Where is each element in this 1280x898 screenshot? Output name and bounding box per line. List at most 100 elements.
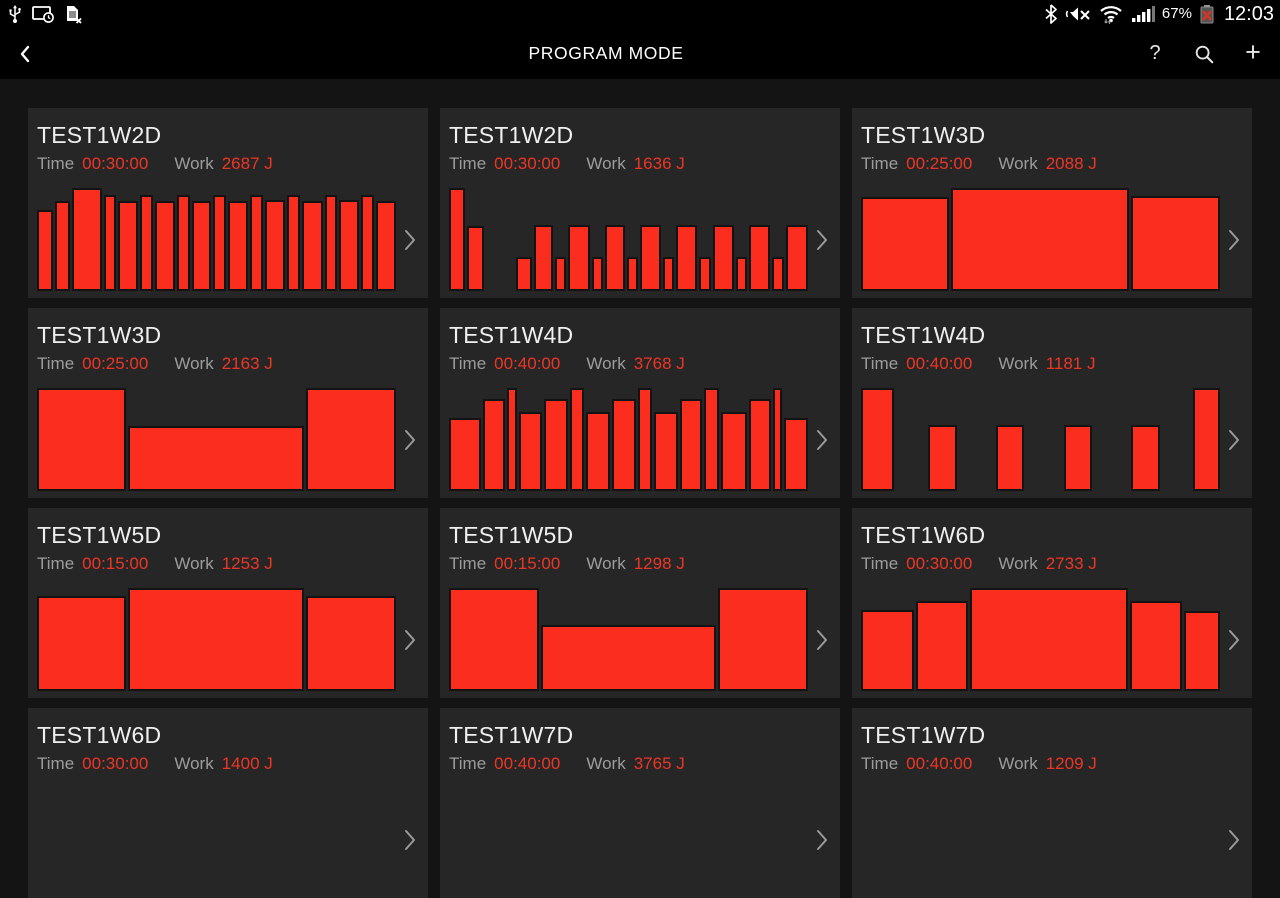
chevron-right-icon[interactable] (810, 428, 832, 452)
chart-bar (127, 588, 305, 691)
program-card[interactable]: TEST1W7D Time 00:40:00 Work 3765 J (440, 708, 840, 898)
chart-row (37, 188, 420, 291)
chart-bar (569, 388, 584, 491)
chart-bar (1130, 196, 1220, 291)
chart-bar (228, 201, 249, 291)
chart-bar (713, 225, 734, 291)
time-label: Time (861, 754, 899, 773)
program-card[interactable]: TEST1W2D Time 00:30:00 Work 1636 J (440, 108, 840, 298)
program-title: TEST1W6D (861, 522, 986, 548)
program-chart (861, 188, 1220, 291)
chart-bar (568, 225, 590, 291)
chart-bar (375, 201, 396, 291)
chart-bar (338, 200, 359, 291)
chart-bar (611, 399, 636, 491)
chevron-right-icon[interactable] (398, 628, 420, 652)
status-bar: 67% 12:03 (0, 0, 1280, 28)
chart-bar (117, 201, 138, 291)
page-title: PROGRAM MODE (528, 43, 684, 63)
time-value: 00:30:00 (82, 154, 149, 173)
bluetooth-icon (1045, 4, 1057, 24)
program-card[interactable]: TEST1W7D Time 00:40:00 Work 1209 J (852, 708, 1252, 898)
chevron-right-icon[interactable] (398, 828, 420, 852)
search-button[interactable] (1187, 37, 1221, 71)
chart-row (37, 588, 420, 691)
chart-bar (735, 257, 747, 291)
work-label: Work (998, 754, 1038, 773)
time-value: 00:30:00 (82, 754, 149, 773)
chart-bar (1129, 601, 1183, 691)
program-chart (37, 588, 396, 691)
chevron-right-icon[interactable] (1222, 828, 1244, 852)
chevron-right-icon[interactable] (810, 628, 832, 652)
chart-bar (540, 625, 716, 691)
program-card[interactable]: TEST1W5D Time 00:15:00 Work 1253 J (28, 508, 428, 698)
program-meta: Time 00:30:00 Work 1636 J (449, 150, 832, 178)
chart-bar (861, 388, 895, 491)
time-value: 00:30:00 (906, 554, 973, 573)
chart-bar (360, 195, 374, 291)
program-card[interactable]: TEST1W5D Time 00:15:00 Work 1298 J (440, 508, 840, 698)
program-title: TEST1W6D (37, 722, 162, 748)
chart-bar (250, 195, 263, 291)
work-label: Work (586, 154, 626, 173)
program-card[interactable]: TEST1W2D Time 00:30:00 Work 2687 J (28, 108, 428, 298)
chevron-right-icon[interactable] (1222, 228, 1244, 252)
program-card[interactable]: TEST1W3D Time 00:25:00 Work 2088 J (852, 108, 1252, 298)
chevron-right-icon[interactable] (1222, 428, 1244, 452)
program-card[interactable]: TEST1W4D Time 00:40:00 Work 1181 J (852, 308, 1252, 498)
battery-error-icon (1200, 5, 1214, 24)
chart-bar (679, 399, 703, 491)
program-card[interactable]: TEST1W6D Time 00:30:00 Work 1400 J (28, 708, 428, 898)
chevron-right-icon[interactable] (398, 428, 420, 452)
mute-vibrate-icon (1065, 7, 1090, 21)
chevron-right-icon[interactable] (1222, 628, 1244, 652)
work-value: 3768 J (633, 354, 685, 373)
work-label: Work (174, 154, 214, 173)
chart-row (449, 588, 832, 691)
chart-bar (591, 257, 603, 291)
work-value: 1253 J (221, 554, 273, 573)
chevron-right-icon[interactable] (810, 228, 832, 252)
chart-bar (861, 197, 950, 291)
chart-bar (555, 257, 567, 291)
chevron-right-icon[interactable] (810, 828, 832, 852)
chart-bar (71, 188, 102, 291)
time-value: 00:15:00 (494, 554, 561, 573)
chart-bar (103, 195, 116, 291)
time-label: Time (449, 154, 487, 173)
chart-bar (37, 209, 53, 291)
chart-bar (585, 411, 610, 491)
chart-bar (676, 225, 698, 291)
help-button[interactable]: ? (1149, 42, 1161, 64)
chart-bar (773, 388, 783, 491)
chart-bar (37, 596, 126, 691)
signal-strength-icon (1131, 6, 1155, 22)
time-value: 00:25:00 (906, 154, 973, 173)
work-value: 1400 J (221, 754, 273, 773)
program-card[interactable]: TEST1W4D Time 00:40:00 Work 3768 J (440, 308, 840, 498)
chart-bar (1184, 610, 1221, 691)
work-label: Work (586, 354, 626, 373)
chevron-right-icon[interactable] (398, 228, 420, 252)
search-icon (1195, 45, 1214, 63)
chart-bar (720, 411, 747, 491)
chart-bar (970, 588, 1128, 691)
add-button[interactable]: + (1245, 37, 1261, 67)
chart-bar (699, 257, 712, 291)
chart-bar (663, 257, 675, 291)
program-card[interactable]: TEST1W3D Time 00:25:00 Work 2163 J (28, 308, 428, 498)
work-label: Work (174, 354, 214, 373)
chart-bar (306, 388, 396, 491)
time-label: Time (37, 354, 75, 373)
action-bar-actions: ? + (1138, 28, 1270, 79)
work-label: Work (174, 554, 214, 573)
program-card[interactable]: TEST1W6D Time 00:30:00 Work 2733 J (852, 508, 1252, 698)
work-label: Work (998, 354, 1038, 373)
chart-bar (154, 201, 176, 291)
program-title: TEST1W7D (449, 722, 574, 748)
program-title: TEST1W3D (861, 122, 986, 148)
back-chevron-icon[interactable] (14, 42, 38, 66)
program-chart (861, 588, 1221, 691)
chart-bar (704, 388, 719, 491)
